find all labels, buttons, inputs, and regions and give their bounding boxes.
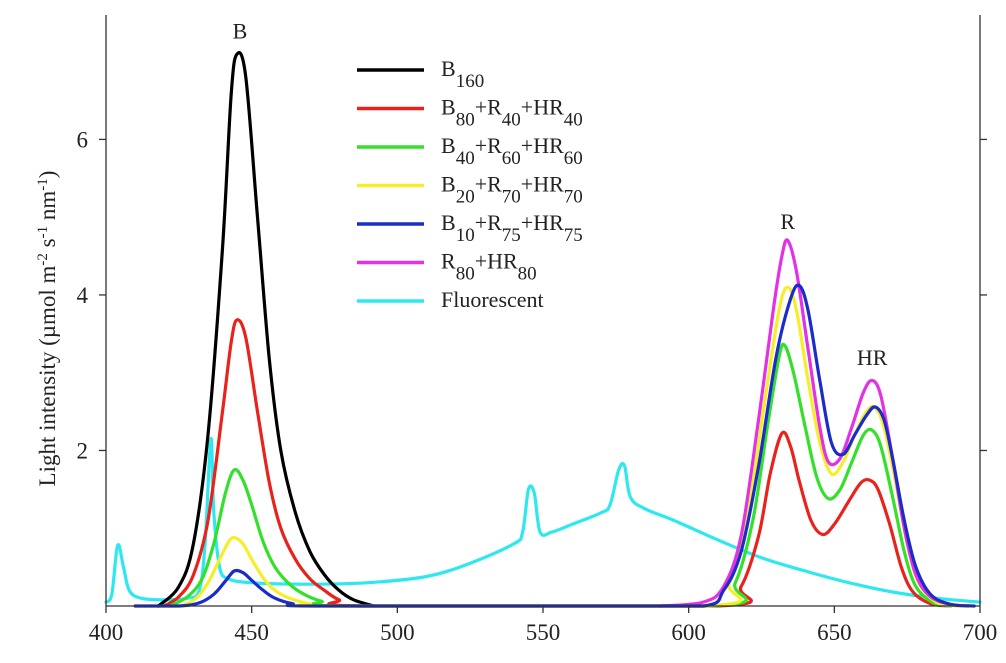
x-tick-label: 700 xyxy=(963,620,998,645)
legend-label: B80+R40+HR40 xyxy=(441,95,583,131)
x-tick-label: 550 xyxy=(526,620,561,645)
peak-label: B xyxy=(233,18,248,43)
legend-label-part: +R xyxy=(475,210,502,235)
series-line-4 xyxy=(133,283,976,608)
legend-label-part: +HR xyxy=(521,172,564,197)
series-layer xyxy=(104,51,982,608)
legend-label: B40+R60+HR60 xyxy=(441,133,583,169)
legend-label-part: +R xyxy=(475,172,502,197)
y-axis-title-part: -1 xyxy=(35,178,51,191)
x-tick-label: 400 xyxy=(89,620,124,645)
legend-label-part: 40 xyxy=(502,109,521,130)
legend-label: Fluorescent xyxy=(441,287,544,312)
series-line-0 xyxy=(156,51,376,608)
series-line-6 xyxy=(104,437,982,604)
legend-label: B160 xyxy=(441,56,484,92)
legend-label-part: 75 xyxy=(502,225,521,246)
legend-label-part: 60 xyxy=(564,148,583,169)
legend-label-part: 60 xyxy=(502,148,521,169)
peak-label: R xyxy=(780,209,795,234)
legend-label-part: +HR xyxy=(521,133,564,158)
legend-label: B10+R75+HR75 xyxy=(441,210,583,246)
legend-label-part: 10 xyxy=(456,225,475,246)
legend: B160B80+R40+HR40B40+R60+HR60B20+R70+HR70… xyxy=(357,56,583,312)
legend-label-part: 160 xyxy=(456,71,485,92)
y-axis-title-part: ) xyxy=(35,171,60,179)
legend-label-part: +HR xyxy=(475,249,518,274)
y-axis-title-part: -1 xyxy=(35,226,51,239)
legend-label-part: +R xyxy=(475,133,502,158)
legend-label-part: 40 xyxy=(456,148,475,169)
axes: 400 450 500 550 600 650 700 2 4 6 xyxy=(77,15,998,645)
legend-label-part: +HR xyxy=(521,210,564,235)
series-line-5 xyxy=(657,238,970,608)
legend-label-part: 40 xyxy=(564,109,583,130)
y-axis-title-part: Light intensity (µmol m xyxy=(35,265,60,486)
series-line-3 xyxy=(180,285,959,608)
legend-label-part: Fluorescent xyxy=(441,287,544,312)
legend-label-part: 80 xyxy=(456,109,475,130)
legend-label-part: +HR xyxy=(521,95,564,120)
legend-label: B20+R70+HR70 xyxy=(441,172,583,208)
legend-label-part: 70 xyxy=(564,186,583,207)
legend-label-part: 20 xyxy=(456,186,475,207)
x-tick-label: 450 xyxy=(234,620,269,645)
legend-label-part: 80 xyxy=(456,263,475,284)
legend-label-part: B xyxy=(441,56,456,81)
legend-label-part: 80 xyxy=(518,263,537,284)
peak-label: HR xyxy=(857,345,888,370)
y-tick-label: 2 xyxy=(77,438,89,463)
legend-label-part: 70 xyxy=(502,186,521,207)
legend-label-part: +R xyxy=(475,95,502,120)
y-axis-title-part: nm xyxy=(35,191,60,226)
legend-label-part: B xyxy=(441,210,456,235)
x-tick-label: 600 xyxy=(671,620,706,645)
x-tick-label: 500 xyxy=(380,620,415,645)
legend-label-part: B xyxy=(441,172,456,197)
y-axis-title-part: -2 xyxy=(35,253,51,266)
legend-label: R80+HR80 xyxy=(441,249,537,285)
legend-label-part: B xyxy=(441,133,456,158)
y-axis-title: Light intensity (µmol m-2 s-1 nm-1) xyxy=(35,171,60,487)
legend-label-part: B xyxy=(441,95,456,120)
legend-label-part: R xyxy=(441,249,456,274)
y-tick-label: 6 xyxy=(77,127,89,152)
y-tick-label: 4 xyxy=(77,283,89,308)
legend-label-part: 75 xyxy=(564,225,583,246)
series-line-2 xyxy=(168,342,953,608)
x-tick-label: 650 xyxy=(817,620,852,645)
y-axis-title-part: s xyxy=(35,238,60,253)
